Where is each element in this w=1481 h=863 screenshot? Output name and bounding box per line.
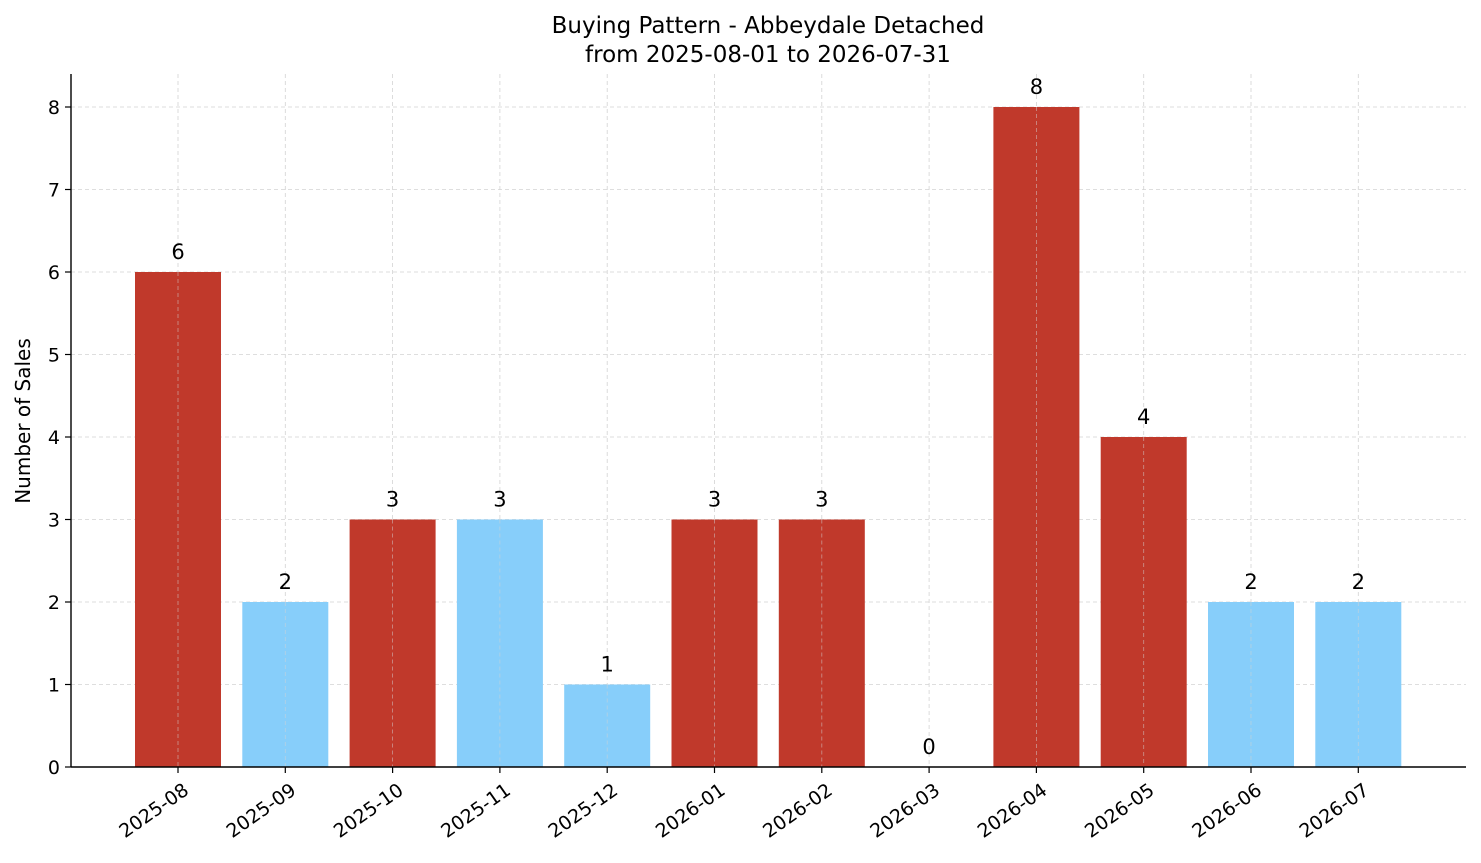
- value-label-2025-11: 3: [493, 488, 506, 512]
- value-label-2026-05: 4: [1137, 405, 1150, 429]
- value-label-2026-04: 8: [1030, 75, 1043, 99]
- x-tick-label-2025-08: 2025-08: [115, 779, 193, 843]
- x-tick-label-2026-05: 2026-05: [1081, 779, 1159, 843]
- bar-2025-12: [564, 684, 651, 767]
- chart-subtitle: from 2025-08-01 to 2026-07-31: [585, 42, 951, 68]
- bar-2025-09: [242, 602, 329, 767]
- y-tick-label: 1: [48, 675, 60, 697]
- y-tick-label: 5: [48, 345, 60, 367]
- bars: [135, 107, 1402, 767]
- x-tick-label-2026-03: 2026-03: [866, 779, 944, 843]
- value-label-2025-10: 3: [386, 488, 399, 512]
- value-labels: 6 2 3 3 1 3 3 0 8 4 2 2: [171, 75, 1365, 759]
- y-axis-label: Number of Sales: [11, 338, 35, 504]
- x-tick-label-2025-10: 2025-10: [330, 779, 408, 843]
- y-tick-label: 8: [48, 97, 60, 119]
- y-tick-label: 7: [48, 180, 60, 202]
- y-tick-label: 6: [48, 262, 60, 284]
- bar-2026-06: [1208, 602, 1294, 767]
- x-tick-label-2026-04: 2026-04: [974, 779, 1052, 843]
- x-tick-label-2026-06: 2026-06: [1188, 779, 1266, 843]
- bar-2026-07: [1315, 602, 1402, 767]
- chart-title: Buying Pattern - Abbeydale Detached: [552, 13, 985, 39]
- y-tick-label: 2: [48, 592, 60, 614]
- value-label-2026-01: 3: [708, 488, 721, 512]
- value-label-2026-07: 2: [1352, 570, 1365, 594]
- x-tick-label-2026-07: 2026-07: [1296, 779, 1374, 843]
- x-tick-label-2026-02: 2026-02: [759, 779, 837, 843]
- y-ticks: 0 1 2 3 4 5 6 7 8: [48, 97, 71, 779]
- value-label-2026-03: 0: [922, 735, 935, 759]
- x-tick-label-2025-11: 2025-11: [437, 779, 515, 843]
- value-label-2025-08: 6: [171, 240, 184, 264]
- x-tick-label-2026-01: 2026-01: [652, 779, 730, 843]
- y-tick-label: 3: [48, 510, 60, 532]
- y-tick-label: 4: [48, 427, 60, 449]
- x-tick-label-2025-12: 2025-12: [544, 779, 622, 843]
- value-label-2026-02: 3: [815, 488, 828, 512]
- x-tick-label-2025-09: 2025-09: [223, 779, 301, 843]
- y-tick-label: 0: [48, 757, 60, 779]
- value-label-2025-09: 2: [279, 570, 292, 594]
- grid-lines: [71, 74, 1466, 768]
- value-label-2026-06: 2: [1244, 570, 1257, 594]
- value-label-2025-12: 1: [601, 653, 614, 677]
- x-ticks: 2025-08 2025-09 2025-10 2025-11 2025-12 2026-…: [115, 767, 1373, 843]
